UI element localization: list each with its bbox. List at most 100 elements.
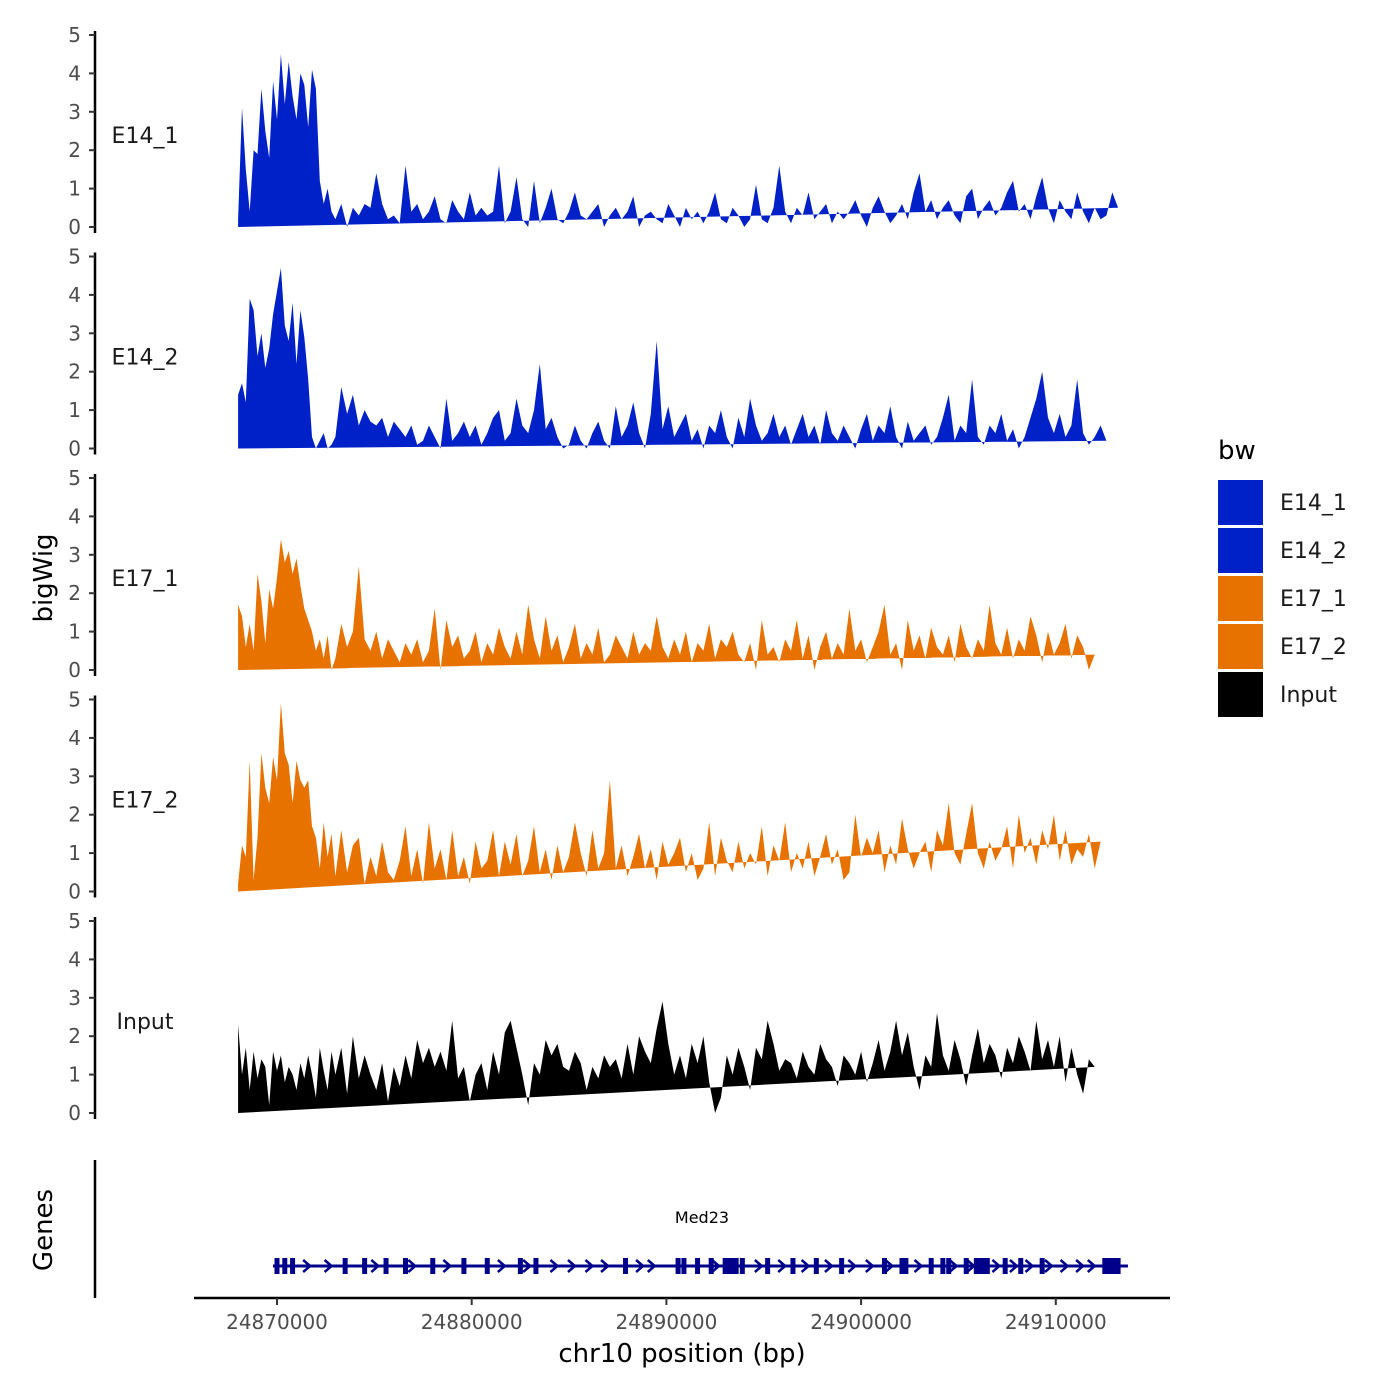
strand-arrow xyxy=(370,1259,381,1273)
coverage-area-E17_2 xyxy=(238,703,1101,892)
strand-arrow xyxy=(913,1259,924,1273)
legend-swatch xyxy=(1218,576,1263,621)
coverage-area-E14_1 xyxy=(238,54,1119,228)
legend-item-E14_1: E14_1 xyxy=(1218,480,1347,525)
strand-arrow xyxy=(1086,1259,1097,1273)
legend-item-E17_1: E17_1 xyxy=(1218,576,1347,621)
strand-arrow xyxy=(522,1259,533,1273)
gene-exon-large xyxy=(973,1258,990,1274)
gene-exon xyxy=(881,1258,887,1274)
strand-arrow xyxy=(635,1259,646,1273)
x-axis-title: chr10 position (bp) xyxy=(558,1339,805,1369)
strand-arrow xyxy=(567,1259,577,1273)
strand-arrow xyxy=(824,1259,834,1273)
track-E14_1: 0 1 2 3 4 5 E14_1 xyxy=(68,23,1119,239)
strand-arrow xyxy=(1075,1259,1086,1273)
y-tick-label: 2 xyxy=(68,1024,81,1048)
gene-exon xyxy=(362,1258,368,1274)
gene-exon xyxy=(290,1258,296,1274)
gene-exon xyxy=(695,1258,701,1274)
track-E14_2: 0 1 2 3 4 5 E14_2 xyxy=(68,245,1107,461)
strand-arrow xyxy=(1024,1259,1035,1273)
y-tick-label: 4 xyxy=(68,726,81,750)
y-tick-label: 2 xyxy=(68,138,81,162)
legend-label: E14_2 xyxy=(1280,539,1347,564)
legend-title: bw xyxy=(1218,436,1256,466)
y-tick-label: 3 xyxy=(68,764,81,788)
y-tick-label: 3 xyxy=(68,100,81,124)
coverage-area-E14_2 xyxy=(238,268,1107,449)
legend-swatch xyxy=(1218,528,1263,573)
strand-arrow xyxy=(497,1259,507,1273)
strand-arrow xyxy=(991,1259,1002,1273)
gene-exon xyxy=(675,1258,681,1274)
gene-exon xyxy=(765,1258,771,1274)
gene-exon xyxy=(708,1258,714,1274)
gene-exon xyxy=(903,1258,909,1274)
gene-exon-large xyxy=(722,1258,739,1274)
gene-exon xyxy=(813,1258,819,1274)
y-tick-label: 4 xyxy=(68,283,81,307)
strand-arrow xyxy=(1044,1259,1054,1273)
legend-swatch xyxy=(1218,480,1263,525)
legend-item-Input: Input xyxy=(1218,672,1337,717)
y-tick-label: 4 xyxy=(68,947,81,971)
track-label: E17_2 xyxy=(112,789,179,814)
y-tick-label: 3 xyxy=(68,543,81,567)
gene-exon xyxy=(623,1258,629,1274)
gene-exon xyxy=(1039,1258,1045,1274)
x-tick-label: 24890000 xyxy=(616,1310,718,1334)
x-tick-label: 24900000 xyxy=(810,1310,912,1334)
strand-arrow xyxy=(323,1259,334,1273)
gene-exon xyxy=(946,1258,952,1274)
strand-arrow xyxy=(646,1259,657,1273)
gene-exon xyxy=(342,1258,348,1274)
y-tick-label: 5 xyxy=(68,688,81,712)
legend-label: E17_1 xyxy=(1280,587,1347,612)
gene-exon xyxy=(403,1258,409,1274)
gene-exon xyxy=(739,1258,745,1274)
x-tick-label: 24910000 xyxy=(1005,1310,1107,1334)
gene-exon xyxy=(940,1258,946,1274)
y-tick-label: 3 xyxy=(68,986,81,1010)
strand-arrow xyxy=(1059,1259,1070,1273)
gene-exon xyxy=(839,1258,845,1274)
strand-arrow xyxy=(711,1259,721,1273)
strand-arrow xyxy=(754,1259,764,1273)
legend-swatch xyxy=(1218,624,1263,669)
strand-arrow xyxy=(847,1259,858,1273)
gene-exon xyxy=(430,1258,436,1274)
strand-arrow xyxy=(407,1259,418,1273)
x-axis: 24870000 24880000 24890000 24900000 24910000 xyxy=(194,1296,1170,1334)
gene-exon xyxy=(899,1258,905,1274)
x-tick-label: 24880000 xyxy=(421,1310,523,1334)
y-tick-label: 1 xyxy=(68,177,81,201)
y-tick-label: 0 xyxy=(68,1101,81,1125)
y-tick-label: 5 xyxy=(68,245,81,269)
strand-arrow xyxy=(800,1259,811,1273)
gene-exon xyxy=(790,1258,796,1274)
y-tick-label: 0 xyxy=(68,437,81,461)
coverage-tracks: 0 1 2 3 4 5 E14_1 0 1 2 3 4 5 E14_2 0 1 2 3 4 5 E17_1 0 1 2 3 4 5 E… xyxy=(68,23,1119,1125)
legend-label: E17_2 xyxy=(1280,635,1347,660)
y-tick-label: 1 xyxy=(68,841,81,865)
legend-swatch xyxy=(1218,672,1263,717)
gene-exon xyxy=(484,1258,490,1274)
gene-exon xyxy=(1002,1258,1008,1274)
x-tick-label: 24870000 xyxy=(226,1310,328,1334)
y-tick-label: 1 xyxy=(68,398,81,422)
legend: bw E14_1 E14_2 E17_1 E17_2 Input xyxy=(1218,436,1347,717)
strand-arrow xyxy=(584,1259,595,1273)
y-tick-label: 2 xyxy=(68,360,81,384)
y-tick-label: 2 xyxy=(68,803,81,827)
strand-arrow xyxy=(600,1259,610,1273)
gene-exon xyxy=(282,1258,288,1274)
coverage-area-Input xyxy=(238,1001,1095,1113)
y-tick-label: 5 xyxy=(68,23,81,47)
coverage-area-E17_1 xyxy=(238,539,1095,670)
track-E17_1: 0 1 2 3 4 5 E17_1 xyxy=(68,466,1095,682)
track-label: E17_1 xyxy=(112,567,179,592)
gene-exon xyxy=(533,1258,539,1274)
strand-arrow xyxy=(948,1259,959,1273)
